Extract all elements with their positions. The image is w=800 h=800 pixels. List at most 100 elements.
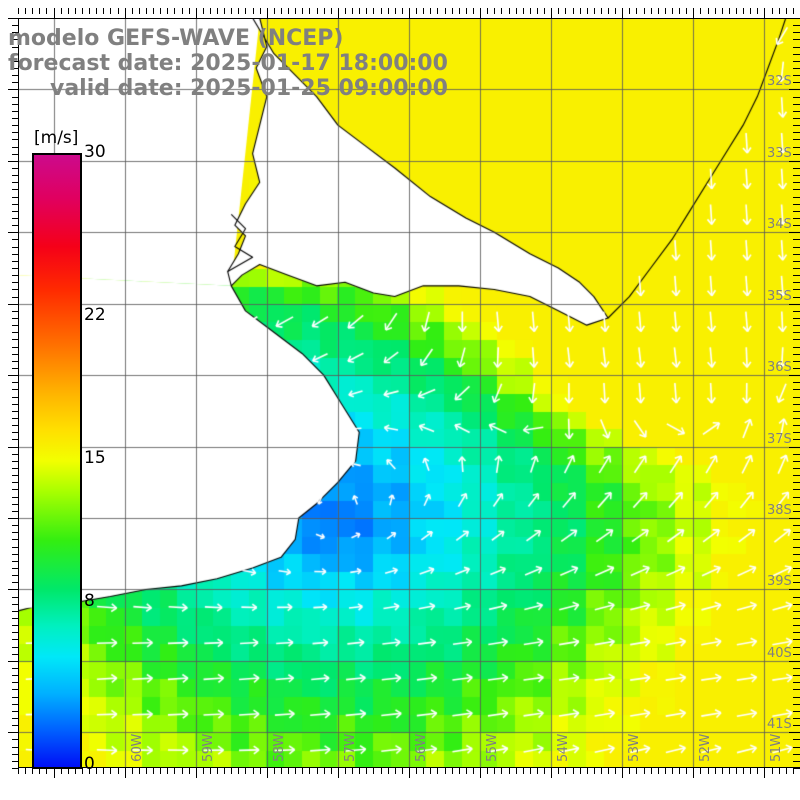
- lon-tick: [672, 768, 673, 774]
- lon-tick: [487, 8, 488, 14]
- lon-tick: [573, 8, 574, 14]
- lat-tick: [12, 25, 18, 26]
- lat-tick: [12, 468, 18, 469]
- lat-tick: [12, 597, 18, 598]
- lat-tick: [793, 597, 800, 598]
- lon-tick: [253, 768, 254, 774]
- lat-tick: [793, 625, 800, 626]
- lat-tick: [12, 761, 18, 762]
- lat-tick: [793, 761, 800, 762]
- lon-tick: [381, 768, 382, 774]
- lat-tick: [789, 89, 800, 90]
- lat-label-35S: 35S: [767, 288, 792, 304]
- lon-tick: [274, 768, 275, 774]
- lat-tick: [8, 447, 18, 448]
- lat-label-33S: 33S: [767, 145, 792, 161]
- lat-tick: [793, 182, 800, 183]
- lat-tick: [12, 525, 18, 526]
- lat-tick: [12, 111, 18, 112]
- lat-tick: [12, 754, 18, 755]
- lon-tick: [146, 8, 147, 14]
- lat-label-39S: 39S: [767, 574, 792, 590]
- lon-tick: [295, 8, 296, 14]
- lon-tick: [366, 8, 367, 14]
- lon-tick: [558, 768, 559, 774]
- lon-tick: [381, 8, 382, 14]
- lat-tick: [793, 611, 800, 612]
- lon-tick: [530, 768, 531, 774]
- lon-tick: [700, 768, 701, 774]
- lat-tick: [12, 389, 18, 390]
- lon-tick: [238, 8, 239, 14]
- lat-tick: [793, 68, 800, 69]
- lat-tick: [12, 318, 18, 319]
- lat-tick: [793, 575, 800, 576]
- lon-tick: [608, 768, 609, 774]
- lon-tick: [636, 768, 637, 774]
- lon-tick: [317, 768, 318, 774]
- lon-tick: [388, 768, 389, 774]
- lat-tick: [12, 125, 18, 126]
- colorbar-tick-22: 22: [84, 305, 106, 326]
- lon-tick: [530, 8, 531, 14]
- lat-tick: [793, 404, 800, 405]
- lon-tick: [118, 8, 119, 14]
- lon-tick: [32, 8, 33, 14]
- lon-tick: [288, 768, 289, 774]
- lat-tick: [12, 311, 18, 312]
- lon-tick: [757, 8, 758, 14]
- lon-tick: [715, 768, 716, 774]
- lat-tick: [793, 654, 800, 655]
- lon-tick: [203, 768, 204, 774]
- lat-tick: [12, 154, 18, 155]
- lat-tick: [793, 632, 800, 633]
- lon-tick: [331, 768, 332, 774]
- lon-label-60W: 60W: [129, 734, 145, 762]
- lat-tick: [793, 332, 800, 333]
- lon-tick: [779, 768, 780, 774]
- lat-tick: [12, 254, 18, 255]
- lon-tick: [103, 768, 104, 774]
- lon-tick: [139, 8, 140, 14]
- lon-tick: [494, 768, 495, 774]
- lat-tick: [793, 689, 800, 690]
- lat-tick: [12, 461, 18, 462]
- lat-tick: [12, 339, 18, 340]
- lon-tick: [167, 768, 168, 774]
- lon-tick: [267, 768, 268, 778]
- lon-tick: [18, 768, 19, 774]
- lat-tick: [793, 111, 800, 112]
- lat-tick: [12, 189, 18, 190]
- lat-tick: [793, 297, 800, 298]
- lat-tick: [12, 547, 18, 548]
- lon-tick: [750, 8, 751, 14]
- lon-tick: [125, 8, 126, 18]
- lon-tick: [61, 8, 62, 14]
- lat-tick: [793, 225, 800, 226]
- lat-tick: [12, 32, 18, 33]
- lat-tick: [12, 325, 18, 326]
- lat-tick: [12, 197, 18, 198]
- lon-tick: [651, 768, 652, 774]
- colorbar-swatch: [32, 153, 82, 769]
- lat-tick: [12, 439, 18, 440]
- lat-tick: [793, 525, 800, 526]
- lat-tick: [12, 454, 18, 455]
- lon-tick: [25, 8, 26, 14]
- lon-tick: [18, 8, 19, 14]
- lat-tick: [12, 204, 18, 205]
- lon-tick: [423, 8, 424, 14]
- lon-tick: [665, 8, 666, 14]
- lon-tick: [345, 768, 346, 774]
- lat-tick: [12, 404, 18, 405]
- lon-tick: [729, 8, 730, 14]
- lon-tick: [636, 8, 637, 14]
- lon-tick: [395, 768, 396, 774]
- lat-tick: [12, 175, 18, 176]
- lat-tick: [793, 454, 800, 455]
- lon-tick: [132, 8, 133, 14]
- lat-tick: [12, 725, 18, 726]
- lon-tick: [196, 768, 197, 778]
- lat-tick: [793, 418, 800, 419]
- lon-tick: [338, 8, 339, 18]
